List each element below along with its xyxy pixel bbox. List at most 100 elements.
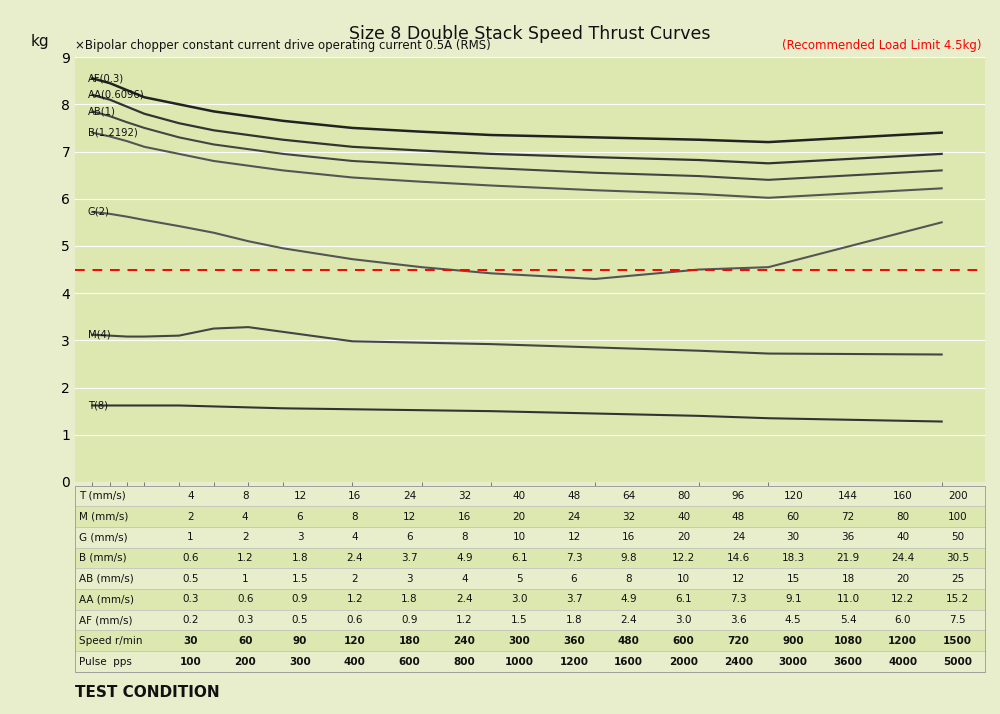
Text: 1.8: 1.8 <box>401 594 418 605</box>
Text: 20: 20 <box>513 511 526 522</box>
Text: 40: 40 <box>896 532 909 543</box>
Text: 600: 600 <box>673 635 694 646</box>
Text: 11.0: 11.0 <box>836 594 860 605</box>
Text: 7.3: 7.3 <box>730 594 747 605</box>
Text: 200: 200 <box>234 656 256 667</box>
Text: 32: 32 <box>458 491 471 501</box>
Text: 1.2: 1.2 <box>456 615 473 625</box>
Text: 9.1: 9.1 <box>785 594 802 605</box>
Text: 90: 90 <box>293 635 307 646</box>
Text: 4.5: 4.5 <box>785 615 802 625</box>
Text: 1.5: 1.5 <box>292 573 308 584</box>
Text: 6: 6 <box>297 511 303 522</box>
Text: AB (mm/s): AB (mm/s) <box>79 573 134 584</box>
Text: 7.5: 7.5 <box>949 615 966 625</box>
Text: 12: 12 <box>567 532 581 543</box>
Text: 16: 16 <box>458 511 471 522</box>
Text: 9.8: 9.8 <box>620 553 637 563</box>
Text: 20: 20 <box>677 532 690 543</box>
Text: 16: 16 <box>622 532 635 543</box>
Text: 40: 40 <box>513 491 526 501</box>
Text: 400: 400 <box>344 656 366 667</box>
Text: 25: 25 <box>951 573 964 584</box>
Text: 240: 240 <box>453 635 475 646</box>
Text: B(1.2192): B(1.2192) <box>88 128 138 138</box>
Text: 24.4: 24.4 <box>891 553 914 563</box>
Text: AA(0.6096): AA(0.6096) <box>88 90 145 100</box>
Text: 2: 2 <box>242 532 249 543</box>
Text: 0.5: 0.5 <box>292 615 308 625</box>
Text: 36: 36 <box>841 532 855 543</box>
Text: 144: 144 <box>838 491 858 501</box>
Text: 12: 12 <box>732 573 745 584</box>
Text: 1.2: 1.2 <box>237 553 254 563</box>
Text: 6.1: 6.1 <box>511 553 528 563</box>
Text: 40: 40 <box>677 511 690 522</box>
Text: 12: 12 <box>293 491 307 501</box>
Text: 0.5: 0.5 <box>182 573 199 584</box>
Text: 160: 160 <box>893 491 913 501</box>
Text: 30.5: 30.5 <box>946 553 969 563</box>
Text: 8: 8 <box>625 573 632 584</box>
Text: 180: 180 <box>399 635 420 646</box>
Text: 16: 16 <box>348 491 361 501</box>
Text: 3.0: 3.0 <box>511 594 527 605</box>
Text: 1080: 1080 <box>834 635 863 646</box>
Text: 0.6: 0.6 <box>237 594 253 605</box>
Text: 12.2: 12.2 <box>672 553 695 563</box>
Text: 3: 3 <box>297 532 303 543</box>
Text: 0.9: 0.9 <box>401 615 418 625</box>
Text: 64: 64 <box>622 491 635 501</box>
Text: 14.6: 14.6 <box>727 553 750 563</box>
Text: 2.4: 2.4 <box>620 615 637 625</box>
Text: 24: 24 <box>567 511 581 522</box>
Text: 5.4: 5.4 <box>840 615 856 625</box>
Text: AF (mm/s): AF (mm/s) <box>79 615 132 625</box>
Text: 120: 120 <box>783 491 803 501</box>
Text: 100: 100 <box>180 656 201 667</box>
Text: 5: 5 <box>516 573 523 584</box>
Text: Pulse  pps: Pulse pps <box>79 656 132 667</box>
Text: 30: 30 <box>183 635 198 646</box>
Text: 8: 8 <box>242 491 249 501</box>
Text: 3.6: 3.6 <box>730 615 747 625</box>
Text: 4: 4 <box>461 573 468 584</box>
Text: 7.3: 7.3 <box>566 553 582 563</box>
Text: 120: 120 <box>344 635 366 646</box>
Text: 200: 200 <box>948 491 967 501</box>
Text: 1500: 1500 <box>943 635 972 646</box>
Text: 96: 96 <box>732 491 745 501</box>
Text: 800: 800 <box>454 656 475 667</box>
Text: 2: 2 <box>187 511 194 522</box>
Text: 0.6: 0.6 <box>182 553 199 563</box>
Text: 4: 4 <box>351 532 358 543</box>
Text: 1.8: 1.8 <box>292 553 308 563</box>
Text: 4.9: 4.9 <box>620 594 637 605</box>
Text: 20: 20 <box>896 573 909 584</box>
Text: 0.2: 0.2 <box>182 615 199 625</box>
Text: 1.8: 1.8 <box>566 615 582 625</box>
Text: 1.2: 1.2 <box>346 594 363 605</box>
Text: 0.3: 0.3 <box>237 615 253 625</box>
Text: 0.3: 0.3 <box>182 594 199 605</box>
Text: 1: 1 <box>187 532 194 543</box>
Text: G(2): G(2) <box>88 207 110 217</box>
Text: (Recommended Load Limit 4.5kg): (Recommended Load Limit 4.5kg) <box>782 39 982 52</box>
Text: 18: 18 <box>841 573 855 584</box>
Text: 6.0: 6.0 <box>895 615 911 625</box>
Text: 72: 72 <box>841 511 855 522</box>
Text: 100: 100 <box>948 511 967 522</box>
Text: 21.9: 21.9 <box>836 553 860 563</box>
Text: ×Bipolar chopper constant current drive operating current 0.5A (RMS): ×Bipolar chopper constant current drive … <box>75 39 491 52</box>
Text: 15: 15 <box>787 573 800 584</box>
Text: 32: 32 <box>622 511 635 522</box>
Text: 4: 4 <box>187 491 194 501</box>
Text: 8: 8 <box>351 511 358 522</box>
Text: 3.7: 3.7 <box>401 553 418 563</box>
Text: 2400: 2400 <box>724 656 753 667</box>
Text: 1200: 1200 <box>560 656 589 667</box>
Text: 900: 900 <box>782 635 804 646</box>
Text: T (mm/s): T (mm/s) <box>79 491 126 501</box>
Text: 4.9: 4.9 <box>456 553 473 563</box>
Text: 10: 10 <box>677 573 690 584</box>
